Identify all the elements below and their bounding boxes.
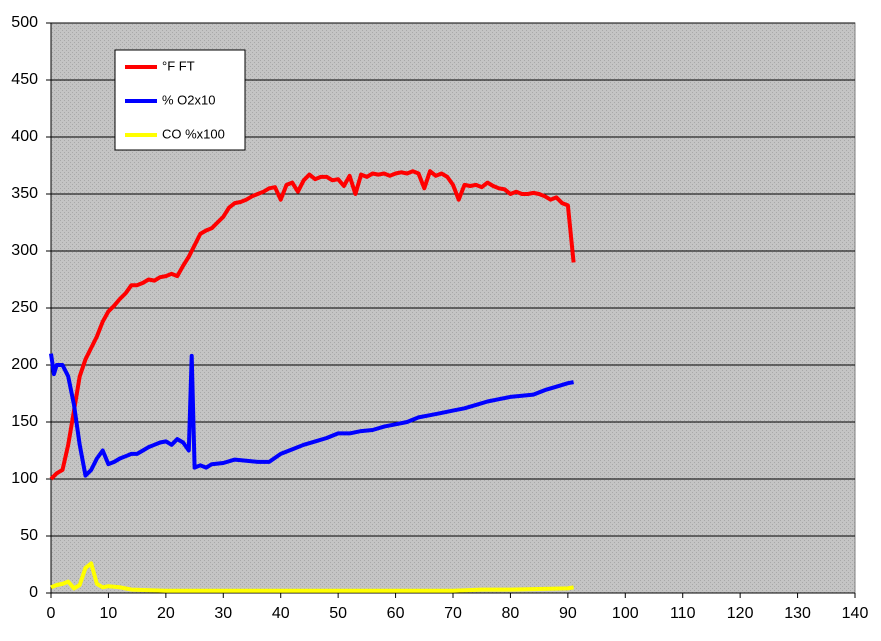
series-line bbox=[50, 561, 574, 593]
y-tick-label: 250 bbox=[11, 299, 38, 316]
x-tick-label: 130 bbox=[784, 605, 811, 622]
x-tick-label: 80 bbox=[502, 605, 520, 622]
x-tick-label: 60 bbox=[387, 605, 405, 622]
y-tick-label: 0 bbox=[29, 584, 38, 601]
y-tick-label: 300 bbox=[11, 242, 38, 259]
x-tick-label: 20 bbox=[157, 605, 175, 622]
x-tick-label: 70 bbox=[444, 605, 462, 622]
x-tick-label: 100 bbox=[612, 605, 639, 622]
x-tick-label: 120 bbox=[727, 605, 754, 622]
y-tick-label: 150 bbox=[11, 413, 38, 430]
y-tick-label: 100 bbox=[11, 470, 38, 487]
x-tick-label: 0 bbox=[47, 605, 56, 622]
y-tick-label: 500 bbox=[11, 14, 38, 31]
x-tick-label: 50 bbox=[329, 605, 347, 622]
y-tick-label: 450 bbox=[11, 71, 38, 88]
y-tick-label: 50 bbox=[20, 527, 38, 544]
y-tick-label: 400 bbox=[11, 128, 38, 145]
y-tick-label: 350 bbox=[11, 185, 38, 202]
legend-label: % O2x10 bbox=[162, 92, 215, 107]
legend-label: °F FT bbox=[162, 58, 195, 73]
x-tick-label: 90 bbox=[559, 605, 577, 622]
x-tick-label: 40 bbox=[272, 605, 290, 622]
x-tick-label: 110 bbox=[670, 605, 696, 622]
series-line bbox=[49, 169, 576, 481]
x-tick-label: 140 bbox=[842, 605, 869, 622]
y-tick-label: 200 bbox=[11, 356, 38, 373]
legend-label: CO %x100 bbox=[162, 126, 225, 141]
x-tick-label: 10 bbox=[100, 605, 118, 622]
series-line bbox=[49, 353, 574, 478]
x-tick-label: 30 bbox=[214, 605, 232, 622]
